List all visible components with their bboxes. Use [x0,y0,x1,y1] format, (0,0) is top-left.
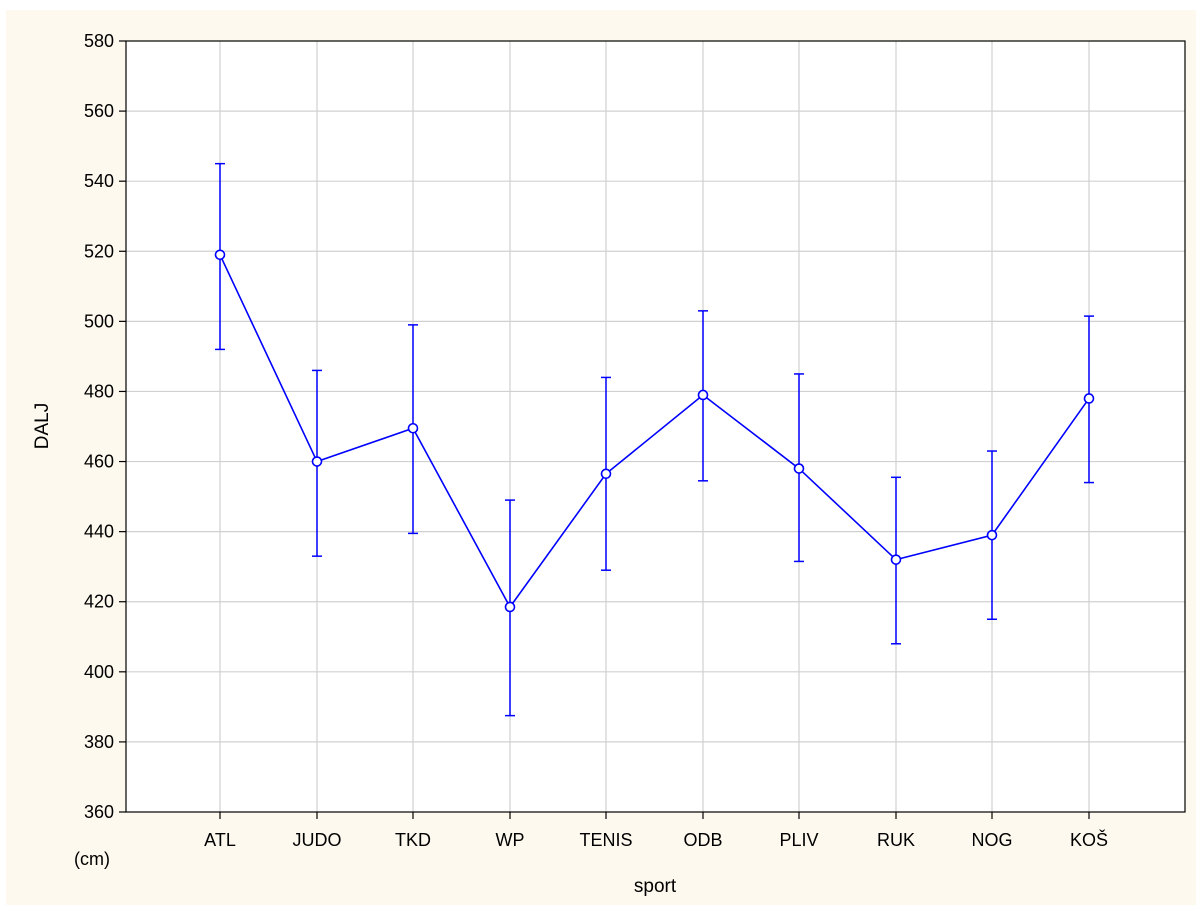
data-point [311,456,323,467]
x-tick-label: ATL [204,830,236,850]
x-tick-label: JUDO [293,830,342,850]
data-point [697,389,709,401]
x-tick-label: TENIS [579,830,632,850]
y-tick-label: 460 [84,452,114,472]
y-tick-label: 540 [84,171,114,191]
x-tick-label: TKD [395,830,431,850]
x-tick-label: WP [496,830,525,850]
y-tick-label: 420 [84,592,114,612]
y-tick-label: 380 [84,732,114,752]
y-tick-label: 400 [84,662,114,682]
data-point [407,422,419,434]
y-tick-label: 580 [84,31,114,51]
data-point [600,468,612,480]
data-point [890,554,902,565]
y-tick-label: 360 [84,802,114,822]
y-tick-label: 560 [84,101,114,121]
data-point [986,529,998,541]
y-tick-label: 440 [84,522,114,542]
x-tick-label: KOŠ [1070,829,1108,850]
series-line [219,254,1090,609]
series [214,249,1095,613]
x-tick-label: ODB [683,830,722,850]
y-axis: 360 380 400 420 440 460 480 500 520 540 560 580 [84,31,126,822]
data-point [504,601,516,613]
data-point [793,463,805,474]
x-tick-label: PLIV [779,830,818,850]
y-tick-label: 520 [84,241,114,261]
x-tick-label: NOG [971,830,1012,850]
y-axis-title: DALJ [32,403,53,449]
plot-area [126,41,1185,812]
y-tick-label: 480 [84,381,114,401]
x-axis-title: sport [634,876,677,897]
unit-label: (cm) [74,849,110,869]
data-point [214,249,226,261]
plot-border [125,40,1186,813]
data-point [1083,393,1095,404]
x-axis: ATL JUDO TKD WP TENIS ODB PLIV RUK NOG KOŠ [204,812,1108,850]
y-tick-label: 500 [84,311,114,331]
x-tick-label: RUK [877,830,915,850]
